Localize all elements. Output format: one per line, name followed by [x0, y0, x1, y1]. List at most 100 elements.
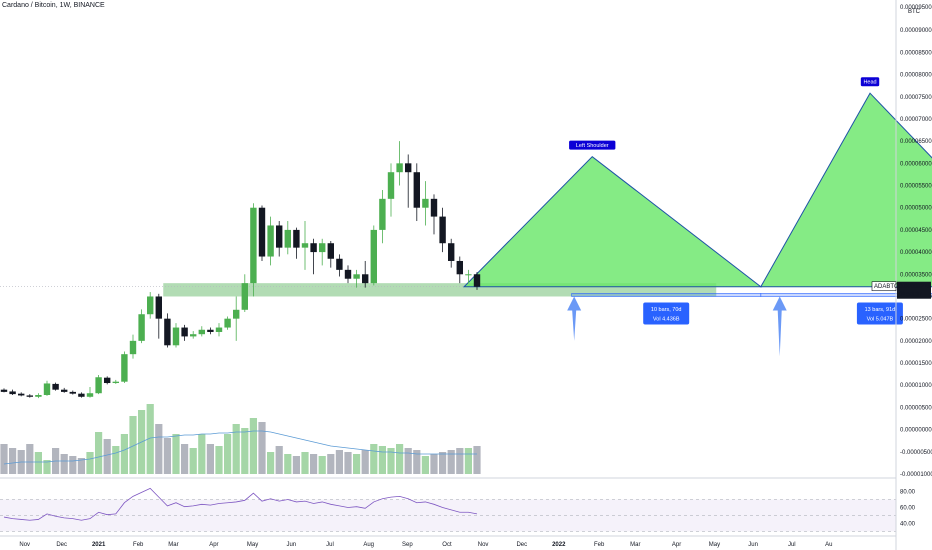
- candle[interactable]: [379, 198, 386, 230]
- range-info-box[interactable]: [856, 302, 903, 325]
- candle[interactable]: [267, 225, 274, 257]
- volume-bar: [473, 446, 481, 474]
- pattern-layer[interactable]: Left ShoulderHeadRight Shoulder: [462, 77, 932, 288]
- candle[interactable]: [293, 229, 300, 248]
- volume-bar: [43, 460, 51, 474]
- candle[interactable]: [224, 318, 231, 328]
- candle[interactable]: [215, 327, 223, 332]
- volume-bar: [189, 448, 197, 474]
- candle[interactable]: [43, 383, 51, 396]
- symbol-tag-label: ADABTC: [874, 284, 899, 290]
- candle[interactable]: [301, 243, 309, 248]
- candle[interactable]: [473, 274, 481, 287]
- up-arrow-icon[interactable]: [772, 296, 787, 357]
- volume-bar: [284, 454, 292, 474]
- price-tick-label: 0.00006500: [900, 139, 932, 145]
- time-tick-label: Mar: [630, 542, 640, 548]
- pattern-triangle[interactable]: [462, 156, 763, 288]
- time-tick-label: Oct: [442, 542, 452, 548]
- candle[interactable]: [430, 198, 438, 217]
- candle[interactable]: [276, 225, 283, 248]
- candle[interactable]: [164, 318, 171, 346]
- candle[interactable]: [422, 198, 429, 208]
- candle[interactable]: [448, 243, 455, 261]
- candle[interactable]: [129, 340, 137, 355]
- time-tick-label: Dec: [516, 542, 527, 548]
- time-axis[interactable]: Nov Dec 2021 Feb Mar Apr May Jun Jul Aug Sep Oct Nov…: [19, 542, 832, 548]
- time-tick-label: 2022: [552, 542, 566, 548]
- range-measure[interactable]: [760, 293, 932, 297]
- pattern-label: Head: [863, 80, 876, 86]
- candle[interactable]: [465, 274, 472, 276]
- candle[interactable]: [405, 163, 412, 173]
- candle[interactable]: [52, 383, 59, 390]
- candle[interactable]: [172, 327, 180, 346]
- candle[interactable]: [310, 243, 317, 253]
- candle[interactable]: [138, 314, 145, 341]
- candle[interactable]: [396, 163, 403, 173]
- candle[interactable]: [35, 395, 42, 397]
- last-price-tag[interactable]: [897, 281, 931, 299]
- rsi-tick-label: 40.00: [900, 521, 916, 527]
- candle[interactable]: [370, 229, 377, 284]
- candle[interactable]: [112, 381, 119, 384]
- candle[interactable]: [241, 283, 248, 310]
- candle[interactable]: [61, 389, 68, 392]
- time-tick-label: Jun: [748, 542, 758, 548]
- volume-bar: [129, 416, 137, 474]
- candle[interactable]: [439, 216, 446, 244]
- price-tick-label: -0.00000500: [900, 450, 932, 456]
- candle[interactable]: [198, 329, 205, 335]
- up-arrow-icon[interactable]: [567, 296, 582, 341]
- annotation-layer[interactable]: 10 bars, 70d Vol 4.436B 13 bars, 91d Vol 5.…: [567, 293, 932, 357]
- candle[interactable]: [336, 258, 343, 270]
- range-info-box[interactable]: [643, 302, 690, 325]
- candle[interactable]: [353, 274, 360, 279]
- candle[interactable]: [121, 354, 128, 382]
- candles-layer[interactable]: [0, 141, 481, 399]
- range-bars-text: 13 bars, 91d: [865, 307, 896, 313]
- price-tick-label: 0.00009500: [900, 5, 932, 11]
- candle[interactable]: [147, 296, 154, 315]
- candle[interactable]: [207, 329, 214, 332]
- range-measure[interactable]: [571, 293, 762, 297]
- candle[interactable]: [86, 393, 94, 397]
- price-tick-label: 0.00003500: [900, 272, 932, 278]
- symbol-tag[interactable]: [871, 281, 897, 292]
- candle[interactable]: [387, 172, 395, 199]
- candle[interactable]: [327, 243, 334, 259]
- candle[interactable]: [284, 229, 291, 248]
- candle[interactable]: [9, 391, 16, 395]
- volume-bar: [327, 454, 335, 474]
- pattern-label-box[interactable]: [569, 140, 616, 150]
- volume-bar: [155, 424, 163, 474]
- candle[interactable]: [362, 274, 369, 284]
- candle[interactable]: [456, 260, 463, 275]
- candle[interactable]: [0, 389, 8, 392]
- volume-bar: [267, 452, 275, 474]
- candle[interactable]: [344, 269, 352, 279]
- candle[interactable]: [18, 393, 25, 396]
- candle[interactable]: [104, 377, 111, 384]
- candle[interactable]: [258, 207, 266, 257]
- candle[interactable]: [155, 296, 162, 319]
- candle[interactable]: [319, 243, 326, 253]
- candle[interactable]: [190, 334, 197, 337]
- pattern-label-box[interactable]: [860, 77, 880, 87]
- volume-bar: [146, 404, 154, 474]
- candle[interactable]: [69, 391, 76, 394]
- candle[interactable]: [26, 395, 33, 397]
- price-tick-label: 0.00008500: [900, 50, 932, 56]
- volume-bar: [232, 424, 240, 474]
- candle[interactable]: [95, 377, 102, 394]
- candle[interactable]: [413, 172, 420, 208]
- rsi-tick-label: 80.00: [900, 490, 916, 496]
- candle[interactable]: [181, 327, 188, 337]
- volume-bar: [249, 418, 257, 474]
- time-tick-label: Apr: [672, 542, 681, 548]
- candle[interactable]: [233, 309, 240, 319]
- candle[interactable]: [78, 393, 85, 397]
- candle[interactable]: [250, 207, 257, 284]
